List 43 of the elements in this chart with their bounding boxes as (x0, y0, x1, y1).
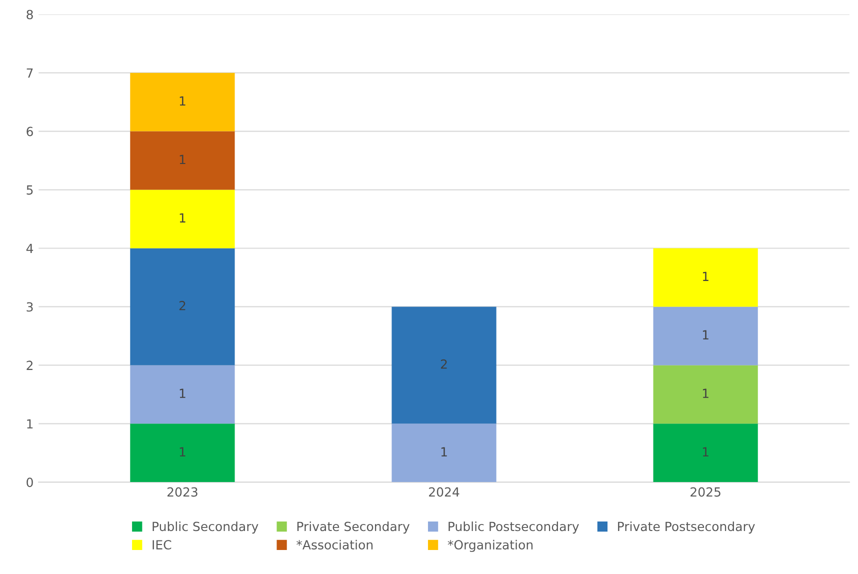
y-tick-label: 1 (27, 419, 33, 428)
y-tick-label: 6 (26, 126, 33, 136)
data-label: 1 (180, 213, 186, 222)
bar (130, 190, 235, 248)
legend-label: Private Secondary (297, 521, 410, 534)
data-label: 1 (702, 272, 708, 281)
data-label: 1 (180, 388, 186, 398)
y-tick-label: 2 (26, 360, 32, 370)
y-tick-label: 8 (26, 10, 33, 20)
bar (653, 306, 758, 366)
bar (392, 424, 496, 482)
data-label: 2 (440, 359, 447, 369)
legend-label: Private Postsecondary (618, 521, 755, 534)
data-label: 2 (179, 300, 186, 310)
bar (653, 424, 758, 482)
bar (130, 131, 235, 190)
legend-label: *Association (296, 540, 373, 550)
x-tick-label: 2024 (429, 487, 460, 497)
y-tick-label: 3 (26, 302, 33, 312)
data-label: 1 (702, 330, 708, 340)
y-tick-label: 0 (26, 478, 33, 488)
y-tick-label: 5 (26, 185, 33, 195)
legend-label: Public Secondary (152, 521, 258, 534)
bar (130, 248, 235, 366)
bar (130, 72, 235, 132)
data-label: 1 (702, 388, 708, 398)
legend-label: *Organization (448, 540, 533, 552)
data-label: 1 (702, 447, 708, 456)
legend-label: Public Postsecondary (448, 521, 579, 534)
bar (392, 306, 496, 424)
y-tick-label: 7 (26, 68, 33, 78)
x-tick-label: 2025 (690, 487, 720, 497)
bar (130, 424, 235, 482)
data-label: 1 (180, 154, 186, 164)
data-label: 1 (441, 447, 447, 456)
data-label: 1 (180, 447, 186, 456)
x-tick-label: 2023 (167, 487, 198, 497)
legend-label: IEC (152, 540, 172, 550)
bar (653, 365, 758, 424)
bar (653, 248, 758, 307)
bar (130, 365, 235, 424)
data-label: 1 (180, 96, 186, 106)
y-tick-label: 4 (26, 244, 34, 254)
